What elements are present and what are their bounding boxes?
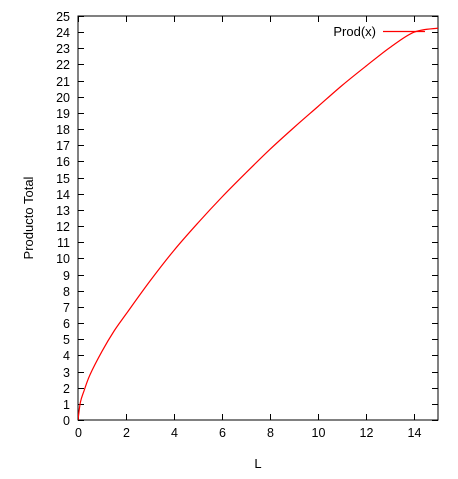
y-tick-label: 25	[56, 10, 70, 24]
y-tick-label: 16	[56, 155, 70, 169]
axes-layer: 0123456789101112131415161718192021222324…	[56, 10, 439, 440]
legend: Prod(x)	[333, 24, 425, 39]
y-tick-label: 2	[63, 382, 70, 396]
y-tick-label: 15	[56, 172, 70, 186]
x-tick-label: 0	[75, 426, 82, 440]
x-tick-label: 6	[219, 426, 226, 440]
legend-label: Prod(x)	[333, 24, 376, 39]
plot-frame	[77, 15, 439, 421]
x-axis-label: L	[254, 456, 261, 471]
y-tick-label: 3	[63, 366, 70, 380]
x-tick-label: 14	[408, 426, 422, 440]
y-tick-label: 5	[63, 333, 70, 347]
x-tick-label: 4	[171, 426, 178, 440]
y-tick-label: 6	[63, 317, 70, 331]
y-tick-label: 20	[56, 91, 70, 105]
y-tick-label: 14	[56, 188, 70, 202]
y-tick-label: 7	[63, 301, 70, 315]
y-tick-label: 13	[56, 204, 70, 218]
y-tick-label: 12	[56, 220, 70, 234]
series-line-0	[78, 27, 438, 420]
y-tick-label: 23	[56, 42, 70, 56]
y-tick-label: 4	[63, 349, 70, 363]
y-tick-label: 22	[56, 58, 70, 72]
axis-labels: L Producto Total	[21, 176, 262, 471]
x-tick-label: 12	[360, 426, 374, 440]
y-tick-label: 10	[56, 252, 70, 266]
y-tick-label: 18	[56, 123, 70, 137]
y-tick-label: 19	[56, 107, 70, 121]
y-tick-label: 17	[56, 139, 70, 153]
x-tick-label: 8	[267, 426, 274, 440]
y-tick-label: 11	[57, 236, 70, 250]
x-tick-label: 2	[123, 426, 130, 440]
y-tick-label: 1	[63, 398, 70, 412]
y-tick-label: 24	[56, 26, 70, 40]
y-tick-label: 9	[63, 269, 70, 283]
x-tick-label: 10	[312, 426, 326, 440]
series-layer	[78, 27, 438, 420]
y-tick-label: 0	[63, 414, 70, 428]
y-tick-label: 21	[56, 75, 70, 89]
y-axis-label: Producto Total	[21, 176, 36, 259]
y-tick-label: 8	[63, 285, 70, 299]
